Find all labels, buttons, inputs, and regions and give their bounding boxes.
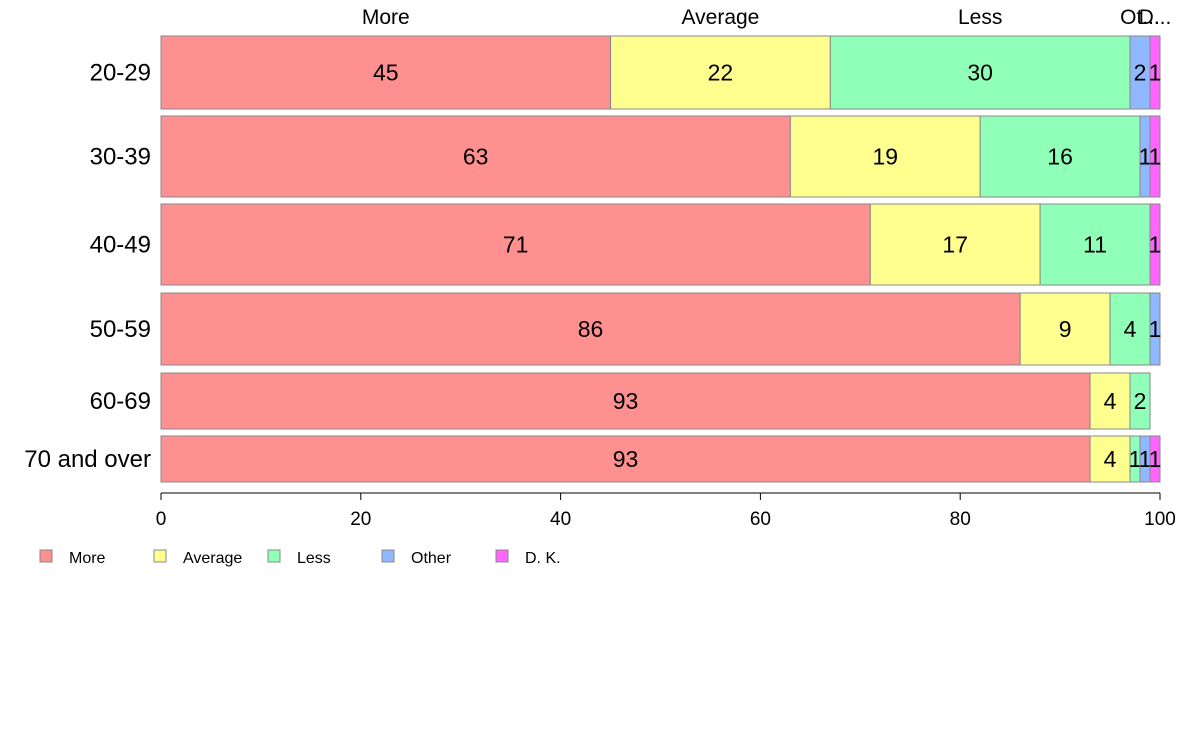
bar-value-label: 1 (1149, 316, 1162, 342)
bar-segment-more-70-and-over (160, 435, 1091, 483)
bar-segment-d-k-70-and-over (1149, 435, 1161, 483)
x-tick-label: 100 (1144, 509, 1176, 530)
bar-value-label: 1 (1149, 144, 1162, 170)
legend-label: Average (183, 550, 242, 567)
legend-label: D. K. (525, 550, 561, 567)
y-tick-label: 40-49 (90, 232, 151, 259)
bar-segment-d-k-20-29 (1149, 35, 1161, 110)
x-tick-label: 0 (156, 509, 167, 530)
top-category-label: D... (1139, 6, 1172, 29)
bar-value-label: 1 (1129, 446, 1142, 472)
top-category-labels: More Average Less Ot...D... (362, 6, 1171, 29)
bar-value-label: 4 (1104, 446, 1117, 472)
bar-segment-average-40-49 (869, 203, 1041, 286)
bar-segment-d-k-40-49 (1149, 203, 1161, 286)
legend-label: More (69, 550, 106, 567)
bar-value-label: 9 (1059, 316, 1072, 342)
top-category-label: Less (958, 6, 1002, 29)
bar-value-label: 4 (1104, 388, 1117, 414)
bar-segment-less-60-69 (1129, 372, 1151, 430)
bar-value-label: 93 (613, 446, 639, 472)
legend-label: Other (411, 550, 452, 567)
bar-segment-average-30-39 (789, 115, 981, 198)
y-tick-label: 50-59 (90, 316, 151, 343)
x-axis: 0 20 40 60 80 100 (156, 492, 1176, 530)
bar-value-label: 16 (1047, 144, 1073, 170)
bar-value-label: 2 (1134, 388, 1147, 414)
bar-value-label: 45 (373, 60, 399, 86)
bar-segment-less-40-49 (1039, 203, 1151, 286)
bar-segment-average-50-59 (1019, 292, 1111, 366)
bar-value-label: 1 (1149, 60, 1162, 86)
bar-value-label: 1 (1149, 232, 1162, 258)
bar-segment-average-20-29 (610, 35, 831, 110)
bar-value-label: 11 (1083, 232, 1107, 258)
bar-value-label: 19 (872, 144, 898, 170)
legend-swatch (495, 549, 509, 563)
bar-segment-d-k-30-39 (1149, 115, 1161, 198)
bar-value-label: 1 (1149, 446, 1162, 472)
legend-swatch (153, 549, 167, 563)
bar-segment-less-30-39 (979, 115, 1141, 198)
x-tick-label: 60 (750, 509, 771, 530)
bar-value-label: 2 (1134, 60, 1147, 86)
x-tick-label: 40 (550, 509, 571, 530)
bar-value-label: 1 (1139, 144, 1152, 170)
bar-segment-other-50-59 (1149, 292, 1161, 366)
y-tick-label: 70 and over (24, 446, 151, 473)
bar-value-label: 86 (578, 316, 604, 342)
bar-value-label: 30 (967, 60, 993, 86)
legend-swatch (267, 549, 281, 563)
bar-value-label: 93 (613, 388, 639, 414)
top-category-label: Ot... (1120, 6, 1160, 29)
x-tick-label: 80 (950, 509, 971, 530)
y-tick-label: 60-69 (90, 388, 151, 415)
bar-value-label: 17 (942, 232, 968, 258)
bar-value-label: 4 (1124, 316, 1137, 342)
top-category-label: Average (682, 6, 760, 29)
x-tick-label: 20 (350, 509, 371, 530)
y-tick-label: 30-39 (90, 144, 151, 171)
legend-label: Less (297, 550, 331, 567)
bar-value-label: 63 (463, 144, 489, 170)
y-axis-labels: 20-29 30-39 40-49 50-59 60-69 70 and over (24, 60, 151, 474)
bar-value-label: 1 (1139, 446, 1152, 472)
bar-segment-more-40-49 (160, 203, 871, 286)
top-category-label: More (362, 6, 410, 29)
bar-value-label: 71 (503, 232, 529, 258)
bar-segment-more-50-59 (160, 292, 1021, 366)
bar-segment-average-70-and-over (1089, 435, 1131, 483)
legend-swatch (381, 549, 395, 563)
legend-swatch (39, 549, 53, 563)
y-tick-label: 20-29 (90, 60, 151, 87)
legend: More Average Less Other D. K. (39, 549, 561, 567)
bar-value-label: 22 (708, 60, 734, 86)
